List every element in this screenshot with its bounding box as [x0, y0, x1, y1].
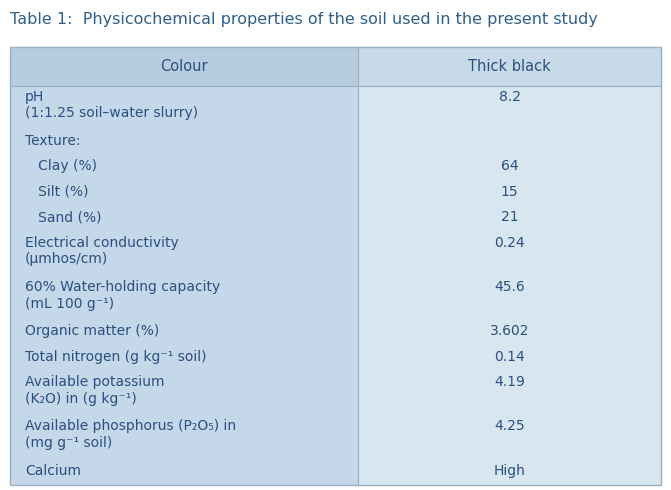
Text: Available phosphorus (P₂O₅) in
(mg g⁻¹ soil): Available phosphorus (P₂O₅) in (mg g⁻¹ s… — [25, 419, 236, 450]
Bar — [10, 47, 358, 86]
Text: 3.602: 3.602 — [490, 324, 529, 338]
Bar — [358, 47, 661, 86]
Text: 15: 15 — [501, 185, 519, 199]
Text: 21: 21 — [501, 210, 519, 224]
Text: 4.19: 4.19 — [494, 375, 525, 389]
Text: 60% Water-holding capacity
(mL 100 g⁻¹): 60% Water-holding capacity (mL 100 g⁻¹) — [25, 280, 220, 311]
Text: Available potassium
(K₂O) in (g kg⁻¹): Available potassium (K₂O) in (g kg⁻¹) — [25, 375, 164, 406]
Text: 8.2: 8.2 — [499, 90, 521, 104]
Text: 64: 64 — [501, 159, 519, 173]
Text: Organic matter (%): Organic matter (%) — [25, 324, 159, 338]
Text: High: High — [494, 464, 525, 478]
Text: Total nitrogen (g kg⁻¹ soil): Total nitrogen (g kg⁻¹ soil) — [25, 350, 206, 364]
Text: 0.14: 0.14 — [495, 350, 525, 364]
Text: Table 1:  Physicochemical properties of the soil used in the present study: Table 1: Physicochemical properties of t… — [10, 12, 598, 27]
Bar — [10, 47, 661, 485]
Text: Electrical conductivity
(μmhos/cm): Electrical conductivity (μmhos/cm) — [25, 236, 178, 267]
Text: Sand (%): Sand (%) — [25, 210, 101, 224]
Bar — [358, 47, 661, 485]
Bar — [10, 47, 661, 485]
Text: Calcium: Calcium — [25, 464, 81, 478]
Text: 4.25: 4.25 — [495, 419, 525, 433]
Text: Clay (%): Clay (%) — [25, 159, 97, 173]
Text: 45.6: 45.6 — [495, 280, 525, 294]
Text: 0.24: 0.24 — [495, 236, 525, 250]
Text: Colour: Colour — [160, 59, 208, 74]
Text: Silt (%): Silt (%) — [25, 185, 89, 199]
Text: Thick black: Thick black — [468, 59, 551, 74]
Text: pH
(1:1.25 soil–water slurry): pH (1:1.25 soil–water slurry) — [25, 90, 198, 121]
Text: Texture:: Texture: — [25, 134, 81, 148]
